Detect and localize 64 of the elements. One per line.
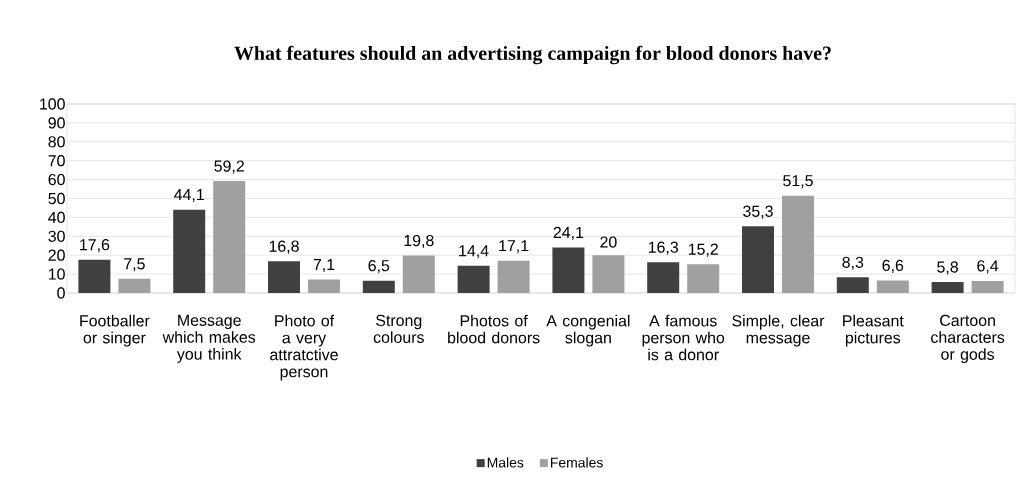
bar — [782, 195, 815, 293]
bar — [931, 282, 964, 293]
x-tick-label: Strong colours — [373, 314, 424, 343]
bar — [592, 255, 625, 293]
data-label: 59,2 — [214, 160, 244, 174]
y-tick-label: 40 — [48, 211, 65, 224]
bar — [213, 181, 246, 293]
y-tick-label: 90 — [48, 117, 65, 129]
x-tick-label: Photo of a very attratctive person — [270, 314, 338, 381]
bar — [647, 262, 680, 293]
data-label: 24,1 — [553, 226, 584, 240]
data-label: 17,1 — [499, 240, 529, 254]
x-tick-label: Photos of blood donors — [448, 314, 540, 344]
bar — [268, 261, 300, 293]
y-tick-label: 50 — [48, 192, 65, 205]
data-label: 14,4 — [459, 245, 489, 259]
data-label: 6,6 — [882, 259, 904, 273]
legend-label: Males — [487, 457, 524, 468]
y-tick-label: 10 — [48, 268, 65, 280]
x-tick-label: Footballer or singer — [80, 314, 150, 347]
data-label: 44,1 — [174, 189, 204, 203]
y-tick-label: 70 — [48, 155, 65, 167]
data-label: 19,8 — [404, 234, 434, 249]
data-label: 17,6 — [80, 239, 110, 253]
x-tick-label: Message which makes you think — [162, 314, 256, 363]
legend-label: Females — [551, 457, 603, 468]
data-label: 8,3 — [842, 256, 864, 270]
data-label: 5,8 — [937, 261, 958, 275]
y-tick-label: 30 — [48, 230, 65, 242]
data-label: 6,4 — [977, 260, 999, 274]
bar — [457, 265, 490, 293]
bar — [402, 255, 435, 293]
bar — [173, 209, 206, 293]
x-tick-label: Simple, clear message — [732, 314, 825, 347]
data-label: 7,1 — [313, 259, 335, 273]
bar — [78, 259, 111, 293]
x-tick-label: A famous person who is a donor — [642, 314, 725, 361]
bar — [497, 260, 530, 293]
x-tick-label: Cartoon characters or gods — [931, 314, 1005, 364]
bar — [687, 264, 720, 293]
y-tick-label: 80 — [48, 136, 65, 148]
bar — [308, 279, 340, 293]
bar — [118, 278, 151, 293]
y-tick-label: 0 — [57, 287, 65, 299]
y-tick-label: 100 — [40, 98, 65, 110]
bar — [971, 280, 1004, 293]
data-label: 20 — [600, 236, 617, 248]
data-label: 16,3 — [648, 241, 679, 255]
x-tick-label: A congenial slogan — [546, 314, 630, 347]
y-tick-label: 20 — [48, 249, 65, 261]
data-label: 16,8 — [269, 240, 299, 254]
y-tick-label: 60 — [48, 173, 65, 186]
data-label: 6,5 — [368, 260, 390, 274]
bar — [876, 280, 909, 293]
bar — [552, 247, 585, 293]
bar — [836, 277, 869, 293]
data-label: 35,3 — [743, 205, 773, 219]
bar — [362, 280, 395, 293]
data-label: 51,5 — [783, 175, 813, 189]
x-tick-label: Pleasant pictures — [843, 314, 904, 347]
data-label: 15,2 — [688, 243, 718, 257]
data-label: 7,5 — [124, 258, 145, 272]
bar — [742, 226, 775, 293]
chart-title: What features should an advertising campaign for blood donors have? — [234, 45, 831, 65]
